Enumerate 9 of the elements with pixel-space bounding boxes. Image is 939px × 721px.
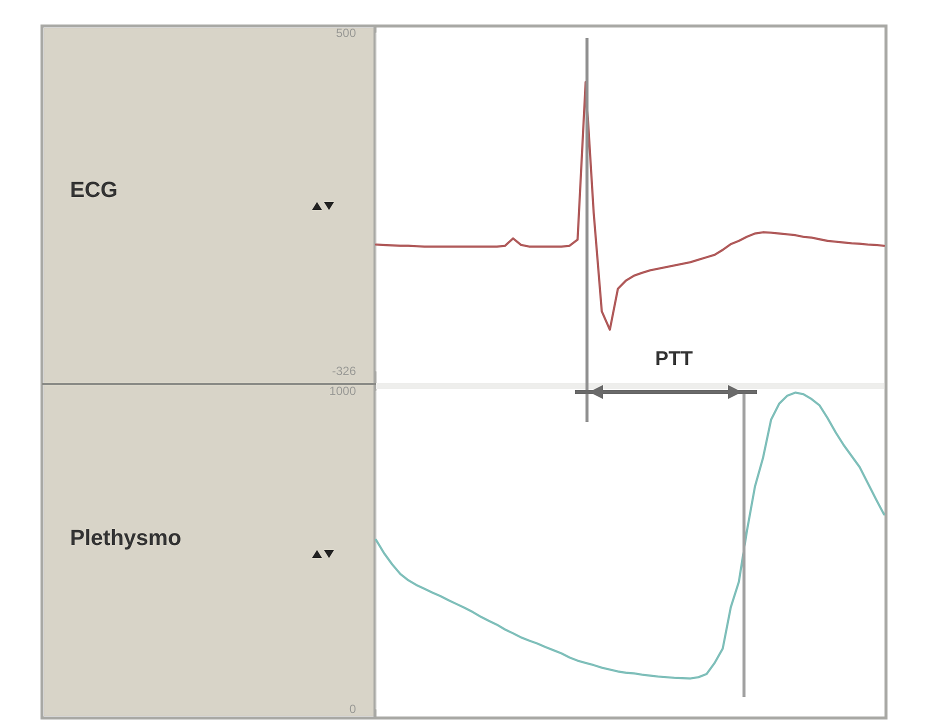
y-axis-title: Plethysmo	[70, 525, 182, 550]
line-series	[374, 81, 886, 331]
y-tick-label: 1000	[329, 384, 356, 398]
y-tick-label: 0	[349, 702, 356, 716]
y-tick-label: 500	[336, 26, 356, 40]
line-series	[374, 391, 886, 680]
y-tick-label: -326	[332, 364, 356, 378]
annotation: PTT	[655, 348, 693, 370]
y-axis-title: ECG	[70, 177, 118, 202]
